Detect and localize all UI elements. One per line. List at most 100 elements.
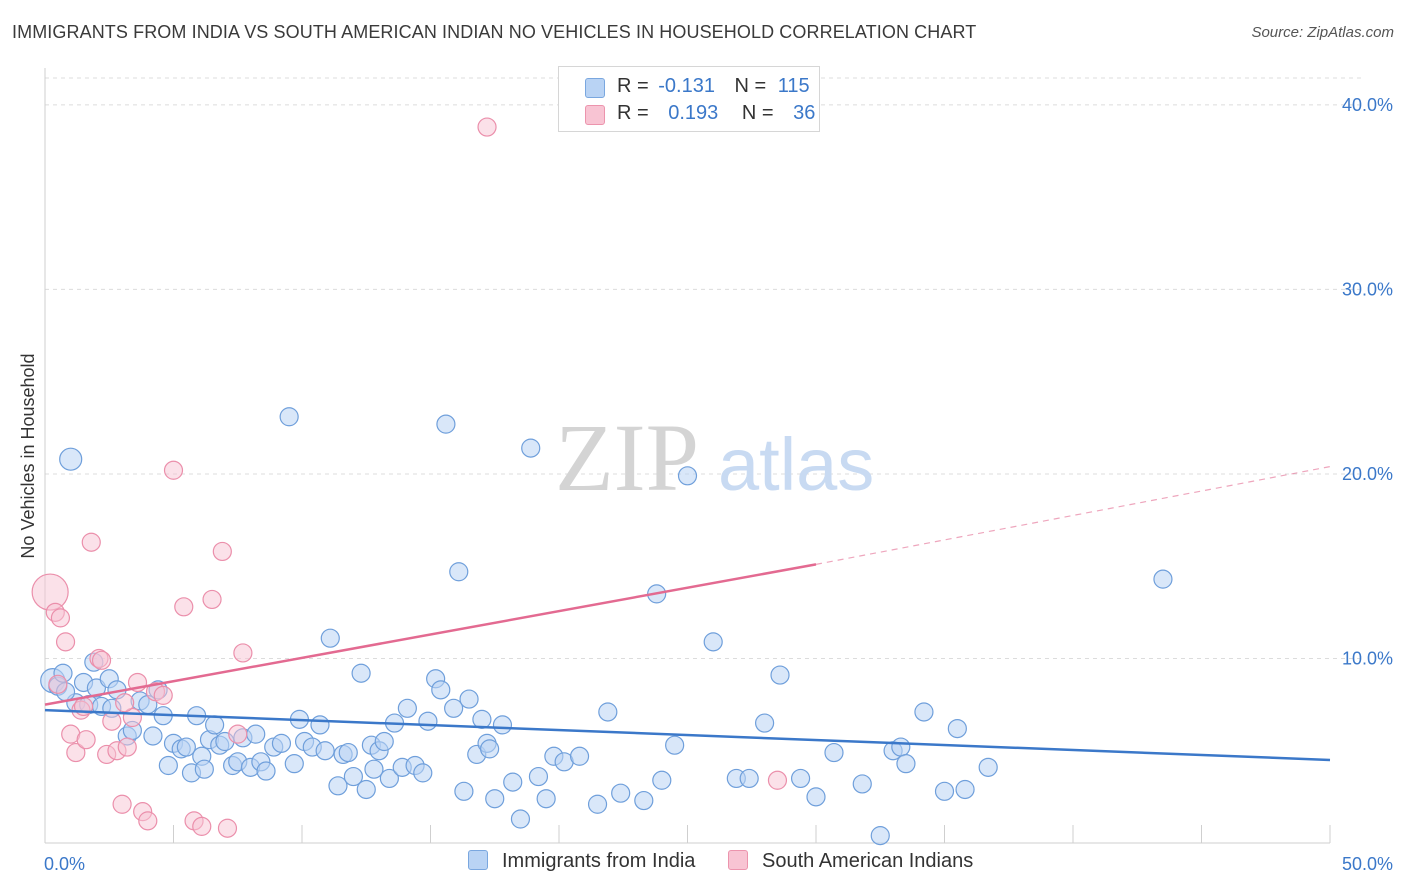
india-point <box>374 731 394 752</box>
bottom-legend-south-american: South American Indians <box>728 850 973 873</box>
india-point <box>492 715 513 735</box>
india-point <box>279 407 299 427</box>
source-label: Source: ZipAtlas.com <box>1251 24 1394 41</box>
south-american-point <box>66 742 86 763</box>
south-american-point <box>48 674 68 694</box>
india-point <box>176 737 196 757</box>
south-american-point <box>228 724 248 744</box>
south-american-point <box>117 737 137 757</box>
india-point <box>665 735 685 755</box>
legend-r-label: R = <box>617 75 649 97</box>
india-point <box>379 768 399 789</box>
india-point <box>634 790 654 811</box>
india-point <box>472 709 492 729</box>
india-point <box>955 779 975 800</box>
india-point <box>485 789 505 809</box>
zipatlas-watermark: ZIP atlas <box>555 404 874 511</box>
india-point <box>320 628 340 648</box>
india-point <box>271 733 292 753</box>
india-point <box>343 766 363 787</box>
india-point <box>454 781 474 801</box>
bottom-legend-swatch-india <box>468 850 488 870</box>
india-point <box>569 746 590 766</box>
y-tick-label: 40.0% <box>1342 95 1393 115</box>
india-point <box>431 680 451 700</box>
y-tick-label: 20.0% <box>1342 464 1393 484</box>
india-point <box>770 665 790 685</box>
legend-swatch-india <box>585 78 605 98</box>
india-point <box>418 711 438 731</box>
trend-lines <box>44 465 1331 762</box>
legend-n-label: N = <box>741 102 774 124</box>
axes <box>44 68 1331 844</box>
x-tick-label: 0.0% <box>44 854 85 874</box>
south-american-point <box>202 589 222 610</box>
legend-n-value: 115 <box>777 75 810 97</box>
south-american-point <box>163 460 184 480</box>
series-south-american-points <box>31 117 788 838</box>
south-american-point <box>81 532 101 552</box>
india-point <box>356 779 376 800</box>
bottom-legend-india: Immigrants from India <box>468 850 695 873</box>
india-point <box>1153 569 1173 589</box>
india-point <box>896 754 916 774</box>
india-point <box>338 742 358 763</box>
india-point <box>364 759 384 779</box>
south-american-point <box>50 608 71 628</box>
legend-r-value: 0.193 <box>668 102 719 124</box>
chart-title: IMMIGRANTS FROM INDIA VS SOUTH AMERICAN … <box>12 22 977 42</box>
south-american-point <box>233 643 253 663</box>
india-point <box>480 739 500 759</box>
india-point <box>413 763 433 783</box>
india-point <box>436 414 456 434</box>
india-point <box>444 698 464 718</box>
india-point <box>459 689 479 709</box>
india-point <box>611 783 631 803</box>
gridlines <box>45 77 1365 659</box>
legend-swatch-south-american <box>585 105 605 125</box>
india-point <box>528 766 549 787</box>
bottom-legend-label-south-american: South American Indians <box>762 850 974 872</box>
india-point <box>934 781 955 801</box>
legend-r-value: -0.131 <box>658 75 715 97</box>
india-point <box>315 741 335 761</box>
india-point <box>790 768 811 789</box>
south-american-trend-line <box>44 563 817 706</box>
india-point <box>703 632 723 652</box>
india-point <box>536 789 556 809</box>
stats-legend: R = -0.131 N = 115 R = 0.193 N = 36 <box>558 66 820 132</box>
india-point <box>256 761 276 781</box>
south-american-point <box>477 117 497 137</box>
south-american-point <box>112 794 132 814</box>
india-point <box>891 737 911 757</box>
south-american-point <box>153 685 173 705</box>
south-american-point <box>217 818 238 838</box>
india-point <box>739 768 759 789</box>
india-point <box>521 438 541 458</box>
india-point <box>947 718 967 739</box>
south-american-point <box>76 730 96 750</box>
y-axis-label: No Vehicles in Household <box>18 353 38 558</box>
india-point <box>194 759 214 779</box>
india-point <box>397 698 417 718</box>
legend-n-label: N = <box>734 75 767 97</box>
y-tick-label: 30.0% <box>1342 279 1393 299</box>
india-point <box>449 562 469 582</box>
south-american-point <box>192 816 212 836</box>
south-american-point <box>55 632 76 652</box>
south-american-point <box>174 597 194 617</box>
india-point <box>852 774 872 794</box>
bottom-legend-label-india: Immigrants from India <box>502 850 696 872</box>
south-american-point <box>102 711 122 731</box>
india-point <box>652 770 672 790</box>
india-point <box>503 772 523 792</box>
tick-labels: 10.0% 20.0% 30.0% 40.0% 0.0% 50.0% <box>44 95 1393 874</box>
india-point <box>205 715 225 735</box>
india-point <box>677 466 698 486</box>
south-american-point <box>115 693 135 713</box>
india-point <box>59 447 83 471</box>
india-point <box>870 826 890 846</box>
india-point <box>754 713 775 733</box>
india-point <box>806 787 826 807</box>
